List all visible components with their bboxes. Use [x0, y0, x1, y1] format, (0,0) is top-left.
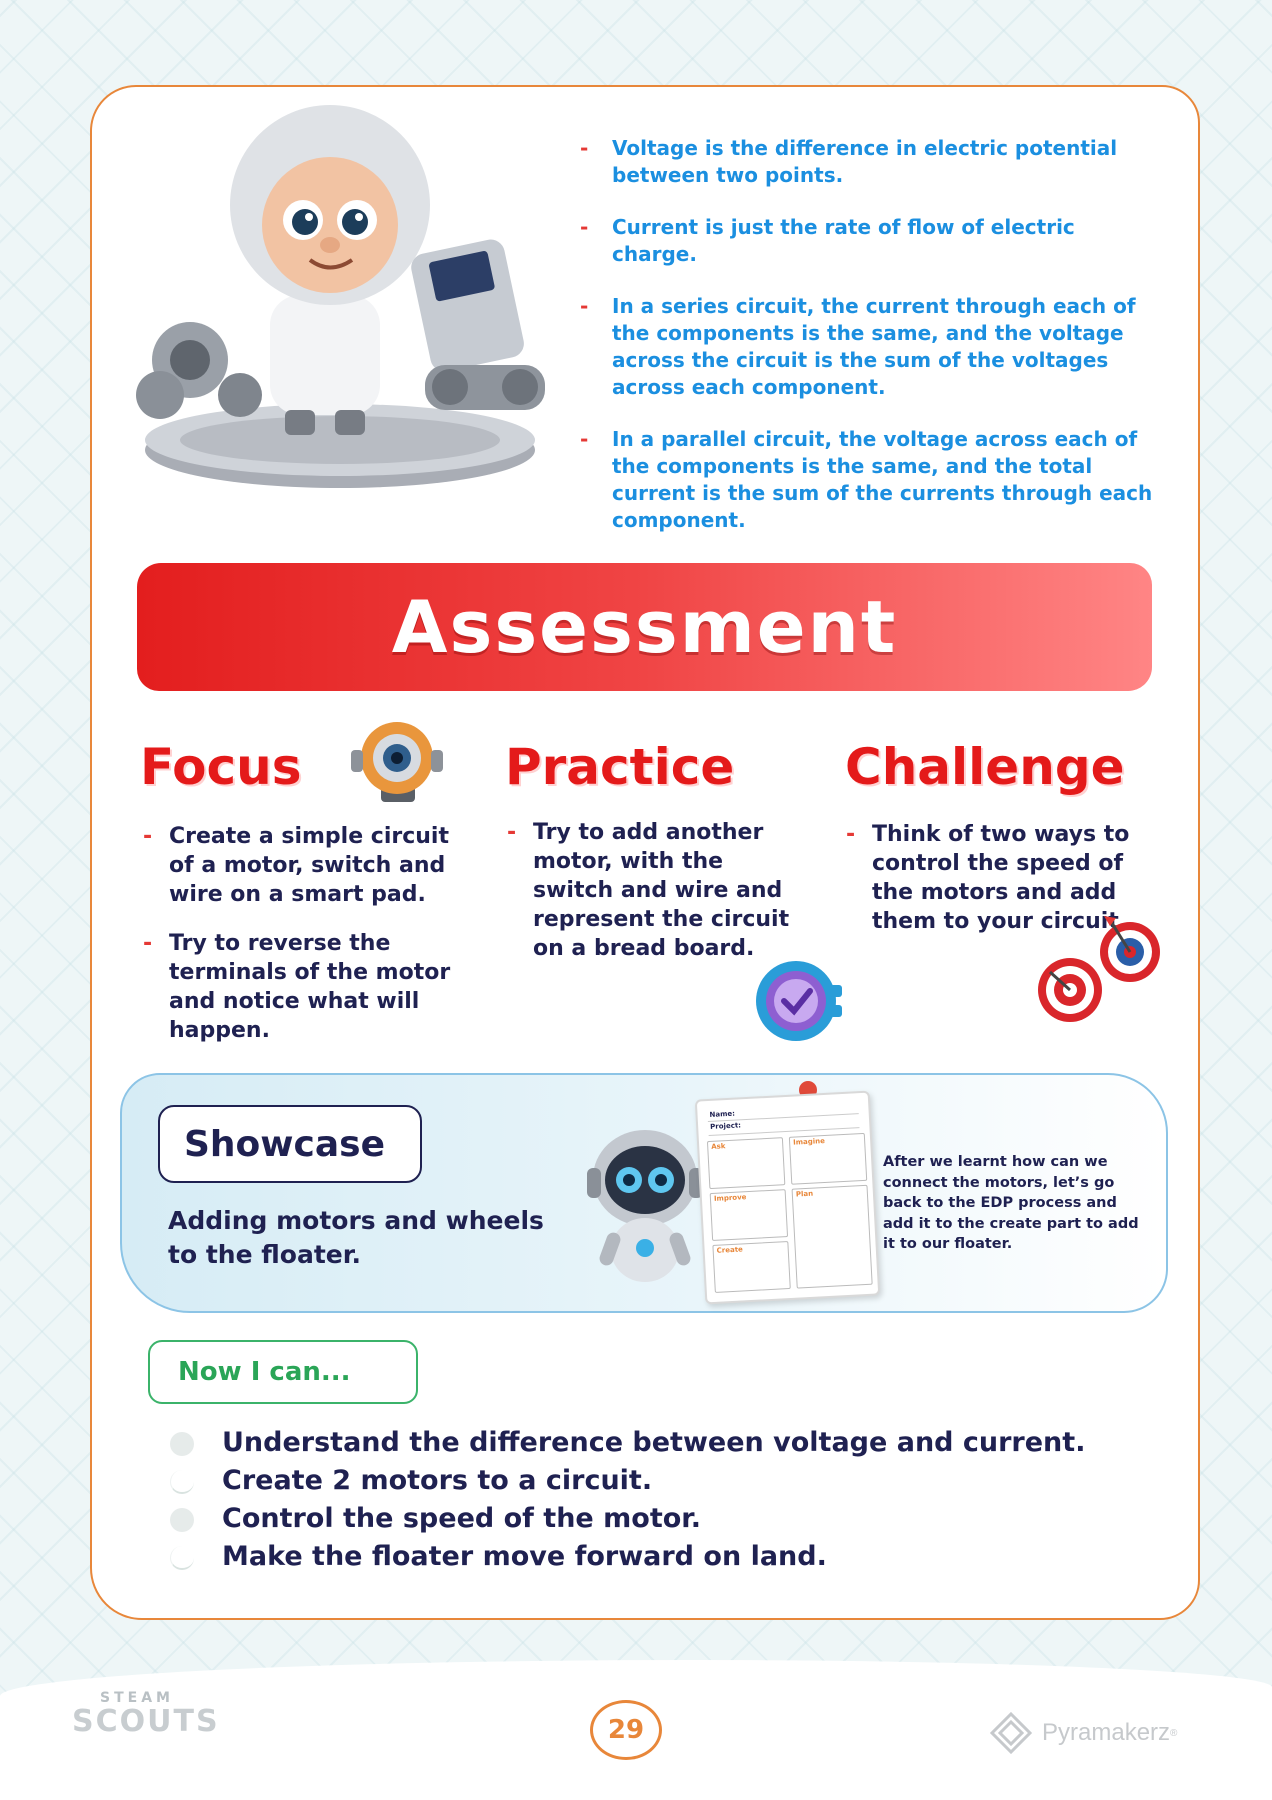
checklist-text: Understand the difference between voltag… — [222, 1427, 1086, 1458]
assessment-title: Assessment — [391, 585, 898, 669]
page-number: 29 — [590, 1700, 662, 1760]
assessment-banner: Assessment — [137, 563, 1152, 691]
edp-worksheet: Name: Project: Ask Imagine Improve Plan … — [694, 1090, 881, 1305]
fact-item: Voltage is the difference in electric po… — [580, 135, 1160, 189]
scientist-illustration — [120, 95, 550, 495]
check-circle-icon — [170, 1470, 194, 1494]
challenge-list: Think of two ways to control the speed o… — [846, 820, 1136, 956]
edp-cell-plan — [791, 1184, 873, 1289]
practice-title: Practice — [505, 738, 735, 796]
checklist-item: Make the floater move forward on land. — [170, 1538, 1085, 1576]
logo-text-bottom: SCOUTS — [72, 1704, 220, 1739]
now-i-can-list: Understand the difference between voltag… — [170, 1424, 1085, 1576]
checklist-text: Make the floater move forward on land. — [222, 1541, 827, 1572]
facts-list: Voltage is the difference in electric po… — [580, 135, 1160, 559]
edp-create-label: Create — [716, 1245, 744, 1255]
logo-text-top: STEAM — [100, 1690, 174, 1706]
check-circle-icon — [170, 1508, 194, 1532]
pyramid-icon — [990, 1712, 1032, 1754]
challenge-item: Think of two ways to control the speed o… — [846, 820, 1136, 936]
fact-item: In a parallel circuit, the voltage acros… — [580, 426, 1160, 534]
practice-list: Try to add another motor, with the switc… — [507, 818, 797, 983]
checklist-item: Understand the difference between voltag… — [170, 1424, 1085, 1462]
checklist-text: Control the speed of the motor. — [222, 1503, 701, 1534]
edp-project-label: Project: — [709, 1121, 742, 1131]
now-i-can-title: Now I can... — [148, 1340, 418, 1404]
challenge-title: Challenge — [845, 738, 1125, 796]
checklist-item: Create 2 motors to a circuit. — [170, 1462, 1085, 1500]
practice-item: Try to add another motor, with the switc… — [507, 818, 797, 963]
checklist-text: Create 2 motors to a circuit. — [222, 1465, 653, 1496]
showcase-text: Adding motors and wheels to the floater. — [168, 1206, 544, 1269]
clock-check-icon — [752, 955, 844, 1051]
showcase-title: Showcase — [158, 1105, 422, 1183]
brand-name: Pyramakerz — [1042, 1719, 1171, 1746]
edp-imagine-label: Imagine — [792, 1136, 826, 1147]
edp-name-label: Name: — [709, 1109, 736, 1119]
focus-item: Try to reverse the terminals of the moto… — [143, 929, 463, 1045]
showcase-note: After we learnt how can we connect the m… — [883, 1154, 1139, 1252]
fact-item: In a series circuit, the current through… — [580, 293, 1160, 401]
edp-plan-label: Plan — [795, 1189, 814, 1199]
webcam-icon — [345, 718, 450, 812]
check-circle-icon — [170, 1546, 194, 1570]
target-icon — [1030, 912, 1170, 1031]
registered-mark: ® — [1170, 1727, 1178, 1739]
check-circle-icon — [170, 1432, 194, 1456]
edp-improve-label: Improve — [713, 1193, 747, 1203]
focus-item: Create a simple circuit of a motor, swit… — [143, 822, 463, 909]
focus-list: Create a simple circuit of a motor, swit… — [143, 822, 463, 1065]
checklist-item: Control the speed of the motor. — [170, 1500, 1085, 1538]
focus-title: Focus — [140, 738, 302, 796]
fact-item: Current is just the rate of flow of elec… — [580, 214, 1160, 268]
steam-scouts-logo: STEAM SCOUTS — [70, 1690, 220, 1760]
pyramakerz-logo: Pyramakerz ® — [990, 1712, 1177, 1754]
edp-ask-label: Ask — [711, 1142, 726, 1151]
robot-illustration — [575, 1120, 715, 1290]
